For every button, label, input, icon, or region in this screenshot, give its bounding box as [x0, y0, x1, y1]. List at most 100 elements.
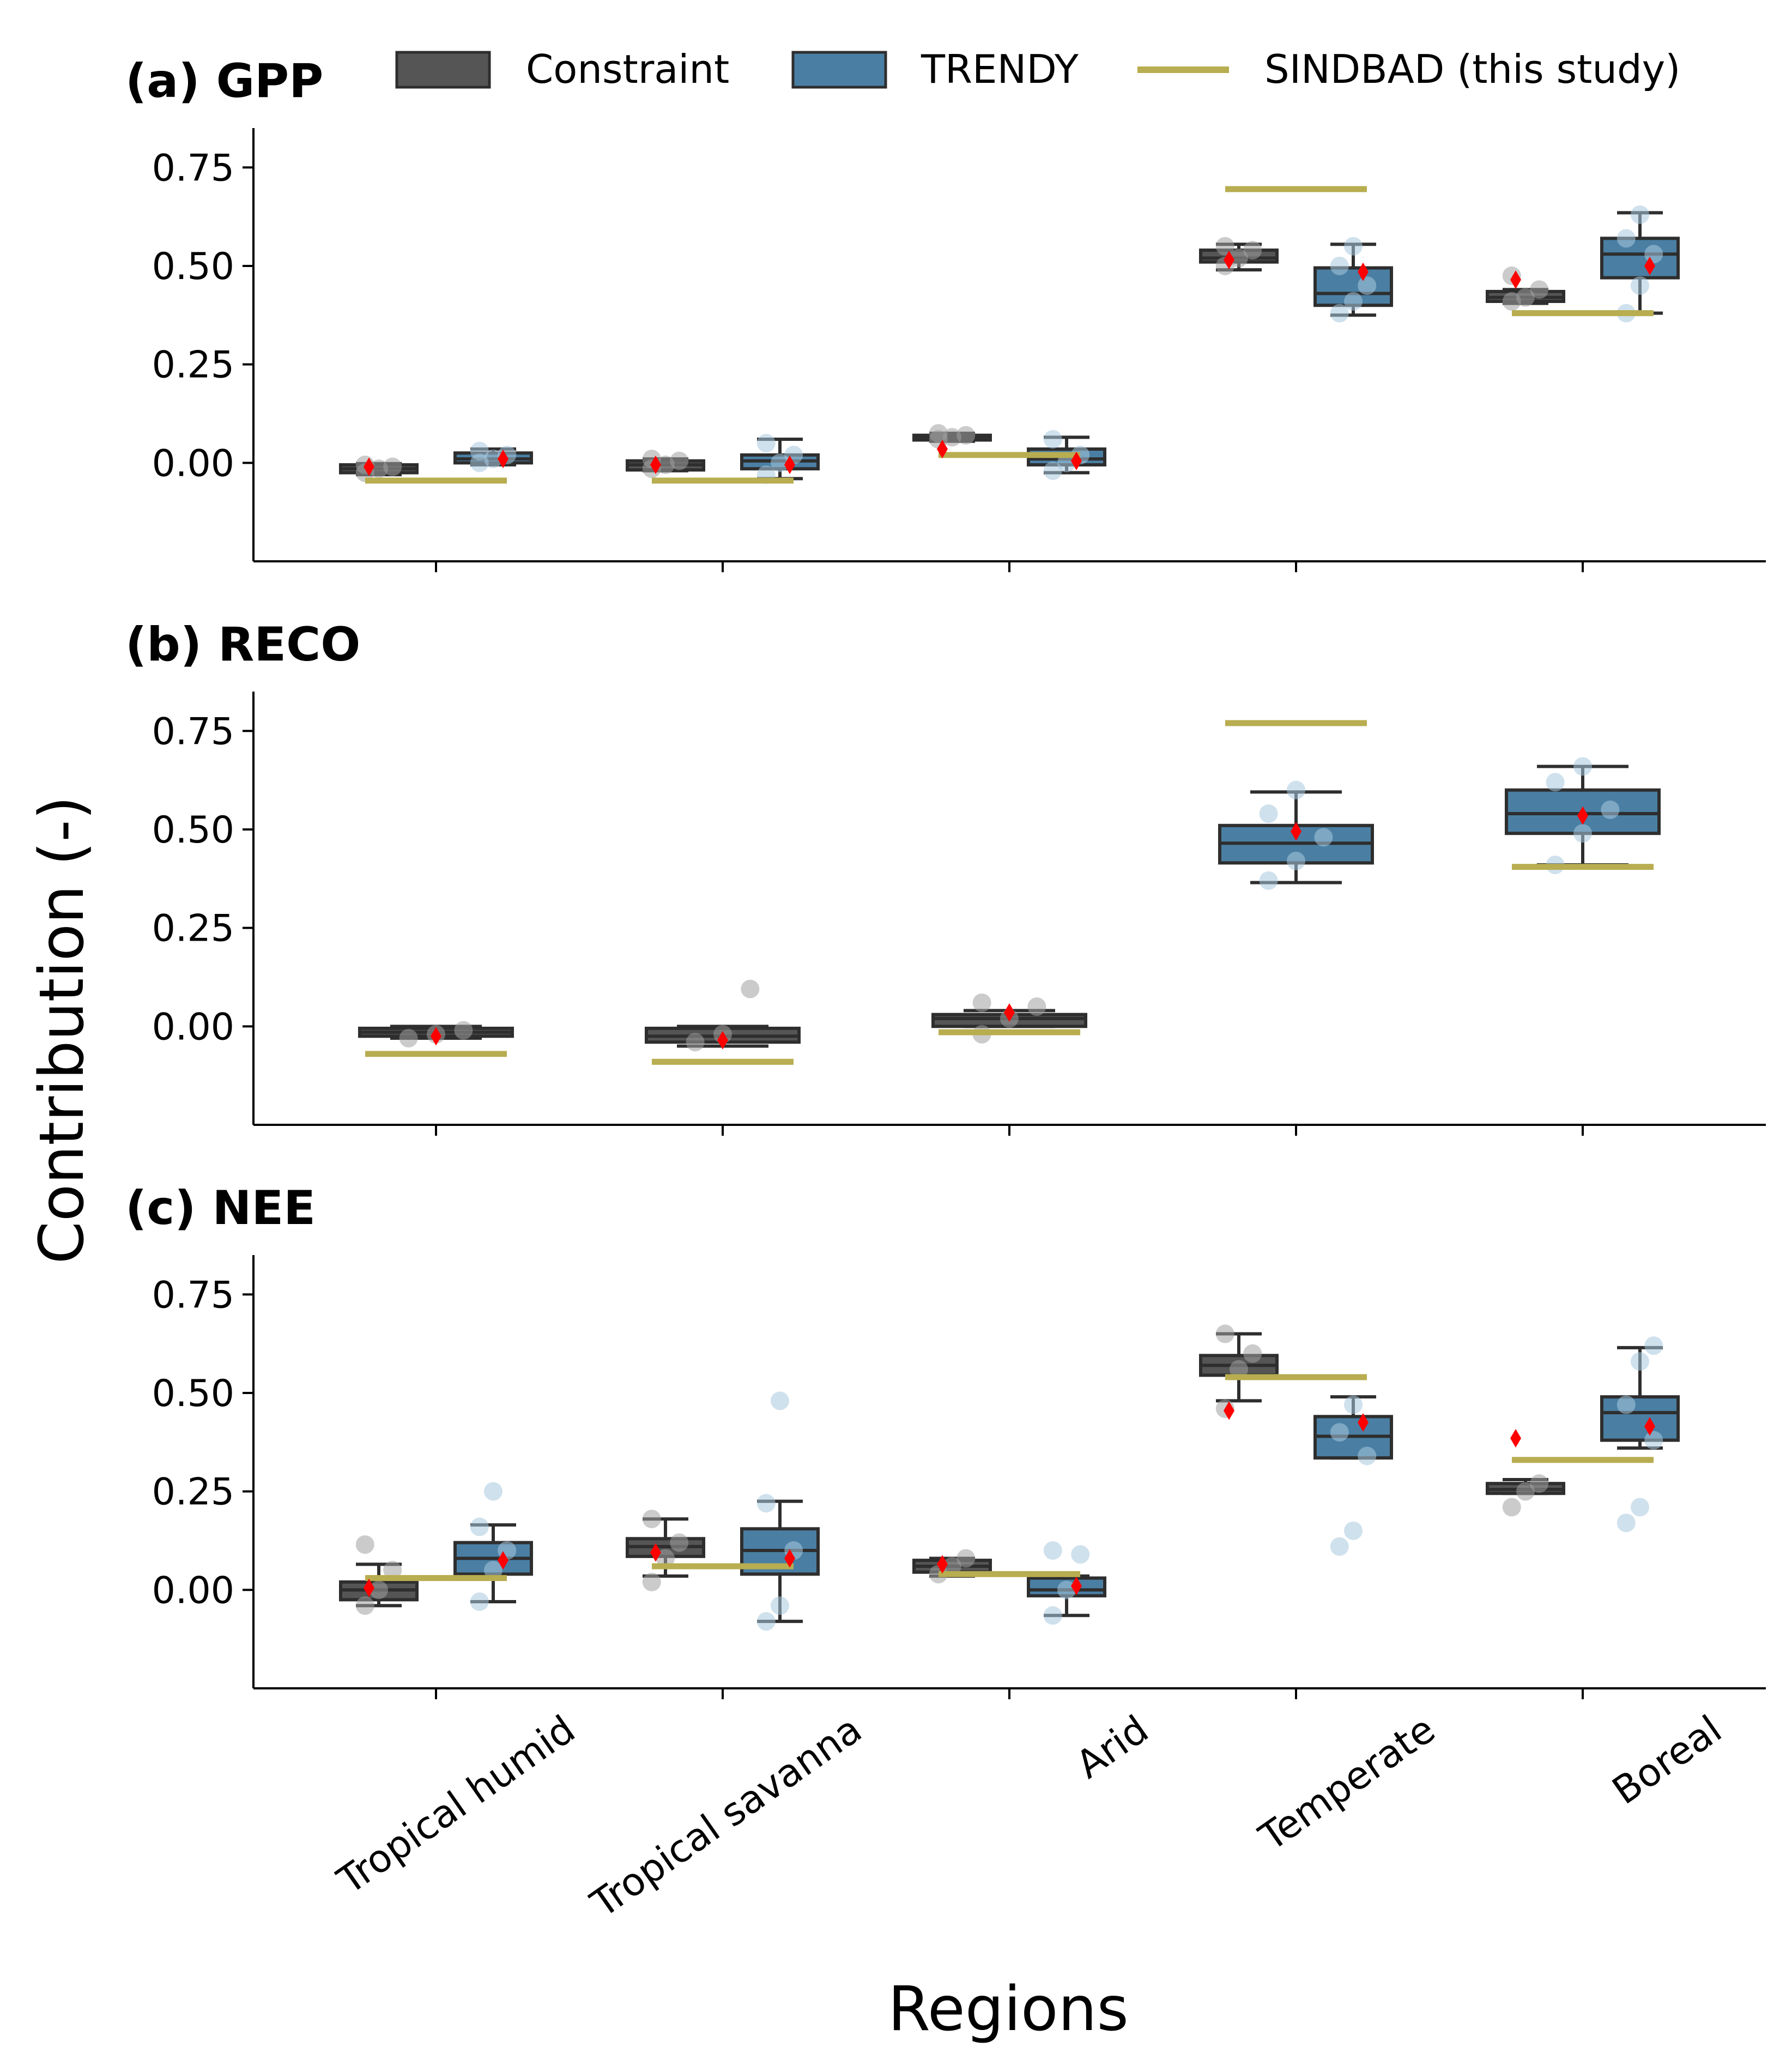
data-point [1243, 241, 1262, 260]
data-point [929, 424, 948, 443]
data-point [470, 441, 489, 461]
data-point [1344, 1521, 1363, 1540]
data-point [399, 1029, 418, 1047]
data-point [1043, 1606, 1062, 1625]
data-point [1057, 1580, 1076, 1600]
data-point [1617, 229, 1636, 248]
data-point [741, 979, 760, 998]
constraint-box-tropical-humid [339, 455, 419, 482]
constraint-box-temperate [1199, 237, 1279, 275]
trendy-box-boreal [1600, 205, 1680, 323]
data-point [1314, 828, 1333, 847]
trendy-mean-marker [1577, 806, 1588, 825]
data-point [1043, 429, 1062, 449]
data-point [1215, 1324, 1234, 1343]
constraint-mean-marker [364, 1578, 374, 1597]
y-tick-label: 0.00 [152, 1005, 234, 1049]
data-point [1516, 288, 1535, 307]
x-category-labels: Tropical humid Tropical savanna Arid Temper… [329, 1707, 1730, 1926]
data-point [756, 434, 776, 453]
trendy-mean-marker [498, 1551, 508, 1570]
constraint-box-arid [912, 1549, 992, 1584]
panel-nee: (c) NEE 0.00 0.25 0.50 0.75 [125, 1181, 1766, 1699]
y-tick-label: 0.00 [152, 1569, 234, 1612]
data-point [1502, 1498, 1521, 1517]
legend-swatch-constraint [395, 51, 491, 89]
data-point [1344, 292, 1363, 311]
data-point [756, 1612, 776, 1631]
data-point [1573, 757, 1592, 776]
constraint-mean-marker [937, 1555, 948, 1574]
constraint-box-temperate [1199, 1324, 1279, 1418]
data-point [1330, 304, 1349, 323]
data-point [370, 1580, 388, 1600]
y-tick-label: 0.75 [152, 147, 234, 190]
panel-title-nee: (c) NEE [125, 1181, 316, 1235]
constraint-box-tropical-humid [339, 1535, 419, 1615]
y-axis-title: Contribution (-) [27, 796, 98, 1264]
constraint-box-tropical-savanna [626, 1510, 705, 1591]
data-point [1358, 276, 1377, 295]
y-tick-label: 0.25 [152, 1471, 234, 1514]
trendy-box-arid [1027, 1541, 1106, 1625]
data-point [1287, 780, 1305, 799]
data-point [956, 1549, 976, 1568]
data-point [1330, 256, 1349, 275]
x-category-label-arid: Arid [1068, 1707, 1157, 1788]
data-point [771, 1596, 789, 1615]
trendy-mean-marker [498, 450, 508, 469]
data-point [484, 1561, 503, 1580]
trendy-box-tropical-humid [453, 441, 533, 472]
panel-title-gpp: (a) GPP [125, 54, 323, 108]
trendy-box-tropical-savanna [740, 434, 820, 484]
constraint-mean-marker [650, 1543, 661, 1562]
data-point [686, 1033, 705, 1052]
trendy-mean-marker [1291, 822, 1301, 841]
trendy-mean-marker [1071, 1577, 1082, 1596]
data-point [956, 426, 976, 445]
data-point [1330, 1423, 1349, 1442]
data-point [1644, 1336, 1663, 1355]
y-tick-label: 0.00 [152, 442, 234, 485]
data-point [1516, 1482, 1535, 1501]
y-tick-label: 0.75 [152, 1274, 234, 1317]
data-point [1259, 804, 1278, 823]
box [1600, 1395, 1680, 1442]
trendy-mean-marker [784, 455, 795, 474]
panel-gpp: (a) GPP 0.00 0.25 0.50 0.75 [125, 54, 1766, 572]
data-point [1243, 1344, 1262, 1363]
data-point [1230, 1360, 1248, 1379]
data-point [642, 1572, 661, 1591]
data-point [1530, 1474, 1549, 1493]
panel-reco: (b) RECO 0.00 0.25 0.50 0.75 [125, 617, 1766, 1136]
data-point [1057, 453, 1076, 472]
trendy-box-temperate [1313, 1395, 1393, 1556]
constraint-mean-marker [1510, 270, 1521, 289]
data-point [1644, 245, 1663, 264]
data-point [1631, 1498, 1649, 1517]
trendy-mean-marker [1644, 1417, 1655, 1436]
data-point [670, 1533, 689, 1552]
data-point [670, 451, 689, 470]
data-point [1330, 1537, 1349, 1556]
legend-label-sindbad: SINDBAD (this study) [1264, 46, 1680, 92]
trendy-box-tropical-humid [453, 1482, 533, 1611]
x-category-label-temperate: Temperate [1251, 1707, 1443, 1860]
data-point [1215, 237, 1234, 256]
y-tick-label: 0.50 [152, 1372, 234, 1415]
trendy-mean-marker [1644, 256, 1655, 275]
data-point [756, 1494, 776, 1513]
constraint-mean-marker [364, 457, 374, 476]
data-point [470, 1592, 489, 1611]
data-point [1259, 871, 1278, 890]
y-tick-label: 0.25 [152, 907, 234, 950]
data-point [1358, 1446, 1377, 1465]
y-tick-label: 0.50 [152, 809, 234, 852]
constraint-mean-marker [1224, 251, 1234, 270]
data-point [1071, 1545, 1090, 1564]
y-tick-label: 0.25 [152, 344, 234, 387]
data-point [1617, 1513, 1636, 1532]
data-point [1631, 1352, 1649, 1371]
x-category-label-tropical-humid: Tropical humid [329, 1707, 583, 1903]
trendy-mean-marker [1071, 451, 1082, 470]
